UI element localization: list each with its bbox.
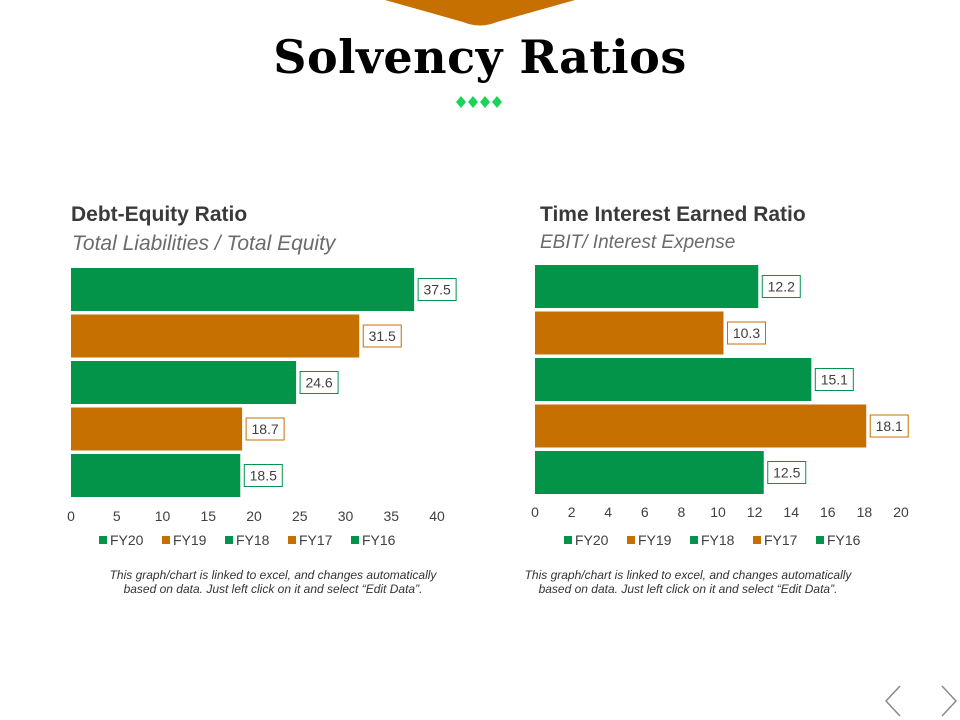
bar-fy17[interactable] [71, 407, 243, 451]
legend-swatch [627, 536, 635, 544]
chart-note-debt-equity: This graph/chart is linked to excel, and… [83, 568, 463, 596]
bar-fy18[interactable] [71, 361, 297, 404]
legend-swatch [351, 536, 359, 544]
legend-swatch [162, 536, 170, 544]
x-tick-label: 14 [783, 504, 799, 520]
x-tick-label: 20 [246, 508, 262, 524]
x-tick-label: 20 [893, 504, 909, 520]
legend-label: FY19 [638, 532, 672, 548]
legend-swatch [816, 536, 824, 544]
bar-fy19[interactable] [535, 311, 724, 355]
data-label: 15.1 [821, 372, 848, 388]
bar-fy19[interactable] [71, 314, 360, 358]
x-tick-label: 25 [292, 508, 308, 524]
data-label: 10.3 [733, 325, 760, 341]
chart-note-time-interest: This graph/chart is linked to excel, and… [498, 568, 878, 596]
data-label-box [869, 414, 909, 438]
legend-label: FY18 [236, 532, 270, 548]
bar-fy20[interactable] [535, 265, 759, 308]
bar-fy20[interactable] [71, 268, 415, 311]
x-tick-label: 2 [568, 504, 576, 520]
data-label: 31.5 [369, 328, 396, 344]
legend-label: FY19 [173, 532, 207, 548]
data-label-box [761, 275, 801, 298]
data-label: 18.5 [250, 468, 277, 484]
x-tick-label: 40 [429, 508, 445, 524]
legend-swatch [99, 536, 107, 544]
legend-label: FY16 [362, 532, 396, 548]
bar-fy17[interactable] [535, 404, 867, 448]
x-tick-label: 8 [678, 504, 686, 520]
data-label-box [245, 417, 285, 441]
legend-label: FY17 [764, 532, 798, 548]
diamond-divider [456, 96, 502, 108]
data-label-box [767, 461, 807, 484]
diamond-icon [480, 96, 490, 108]
x-tick-label: 16 [820, 504, 836, 520]
legend-swatch [288, 536, 296, 544]
x-tick-label: 4 [604, 504, 612, 520]
data-label-box [417, 278, 457, 301]
chart-title-debt-equity: Debt-Equity Ratio [71, 203, 248, 226]
chart-subtitle-debt-equity: Total Liabilities / Total Equity [72, 232, 336, 255]
x-tick-label: 10 [710, 504, 726, 520]
x-tick-label: 18 [857, 504, 873, 520]
legend-label: FY17 [299, 532, 333, 548]
legend-swatch [690, 536, 698, 544]
chevron-right-icon[interactable] [938, 684, 960, 718]
legend-label: FY16 [827, 532, 861, 548]
header-decoration [385, 0, 575, 26]
data-label: 37.5 [424, 282, 451, 298]
legend-label: FY20 [575, 532, 609, 548]
chart-subtitle-time-interest: EBIT/ Interest Expense [540, 232, 736, 253]
x-tick-label: 6 [641, 504, 649, 520]
diamond-icon [468, 96, 478, 108]
note-line: based on data. Just left click on it and… [538, 582, 838, 596]
data-label-box [726, 321, 766, 345]
diamond-icon [492, 96, 502, 108]
bar-fy18[interactable] [535, 358, 812, 401]
data-label-box [243, 464, 283, 487]
diamond-icon [456, 96, 466, 108]
x-tick-label: 10 [155, 508, 171, 524]
x-tick-label: 35 [383, 508, 399, 524]
data-label: 12.5 [773, 465, 800, 481]
legend-swatch [753, 536, 761, 544]
data-label: 18.1 [876, 418, 903, 434]
data-label: 18.7 [251, 421, 278, 437]
x-tick-label: 12 [747, 504, 763, 520]
note-line: This graph/chart is linked to excel, and… [109, 568, 437, 582]
data-label-box [299, 371, 339, 394]
x-tick-label: 15 [200, 508, 216, 524]
note-line: This graph/chart is linked to excel, and… [524, 568, 852, 582]
x-tick-label: 30 [338, 508, 354, 524]
chevron-left-icon[interactable] [882, 684, 904, 718]
page-title: Solvency Ratios [273, 30, 687, 84]
x-tick-label: 0 [531, 504, 539, 520]
x-tick-label: 0 [67, 508, 75, 524]
data-label-box [814, 368, 854, 391]
data-label-box [362, 324, 402, 348]
data-label: 12.2 [768, 279, 795, 295]
bar-fy16[interactable] [71, 454, 241, 497]
data-label: 24.6 [305, 375, 332, 391]
bar-fy16[interactable] [535, 451, 764, 494]
legend-swatch [564, 536, 572, 544]
chart-title-time-interest: Time Interest Earned Ratio [540, 203, 806, 226]
legend-label: FY18 [701, 532, 735, 548]
note-line: based on data. Just left click on it and… [123, 582, 423, 596]
legend-label: FY20 [110, 532, 144, 548]
x-tick-label: 5 [113, 508, 121, 524]
legend-swatch [225, 536, 233, 544]
